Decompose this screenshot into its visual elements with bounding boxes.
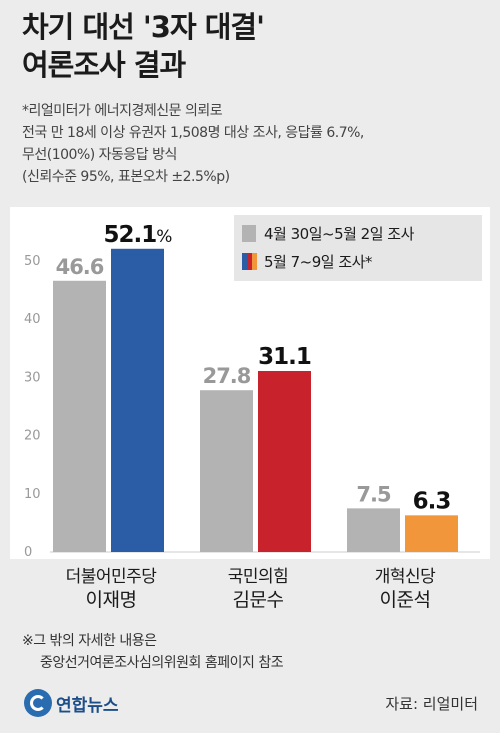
legend-label-latest: 5월 7~9일 조사* (264, 253, 373, 271)
footnote-line: 중앙선거여론조사심의위원회 홈페이지 참조 (40, 655, 284, 671)
survey-note: *리얼미터가 에너지경제신문 의뢰로 전국 만 18세 이상 유권자 1,508… (22, 100, 364, 188)
y-tick-label: 40 (24, 312, 41, 327)
yonhap-logo-icon (24, 689, 52, 717)
value-label-previous: 46.6 (56, 255, 104, 279)
candidate-name: 김문수 (232, 589, 284, 611)
bar-previous (200, 390, 253, 552)
y-tick-label: 50 (24, 254, 41, 269)
source-credit: 자료: 리얼미터 (385, 695, 478, 713)
candidate-name: 이재명 (85, 589, 137, 611)
y-tick-label: 20 (24, 429, 41, 444)
legend-swatch-latest (242, 253, 247, 270)
survey-note-line: 무선(100%) 자동응답 방식 (22, 147, 177, 163)
candidate-name: 이준석 (379, 589, 431, 611)
survey-note-line: *리얼미터가 에너지경제신문 의뢰로 (22, 103, 223, 119)
title-line-2: 여론조사 결과 (22, 48, 186, 82)
footnote-line: ※그 밖의 자세한 내용은 (22, 633, 157, 649)
legend-label-previous: 4월 30일~5월 2일 조사 (264, 225, 415, 243)
chart-title: 차기 대선 '3자 대결' 여론조사 결과 (22, 8, 265, 84)
party-name: 국민의힘 (227, 567, 289, 587)
y-tick-label: 0 (24, 545, 32, 559)
footnote: ※그 밖의 자세한 내용은 중앙선거여론조사심의위원회 홈페이지 참조 (22, 630, 284, 674)
bar-latest (111, 248, 164, 552)
legend-box (234, 215, 482, 281)
party-name: 더불어민주당 (65, 567, 157, 587)
legend-swatch-previous (242, 225, 256, 242)
category-label-kim-moonsoo: 국민의힘 김문수 (183, 566, 333, 612)
bar-chart: 0 10 20 30 40 50 46.652.1% 27.8 31.1 7.5 6.3 4월 30일… (24, 215, 482, 559)
value-label-latest: 6.3 (413, 488, 451, 514)
legend-swatch-latest (247, 253, 252, 270)
value-label-previous: 7.5 (356, 482, 391, 506)
yonhap-logo: 연합뉴스 (24, 688, 119, 718)
bar-latest (258, 370, 311, 552)
title-line-1: 차기 대선 '3자 대결' (22, 10, 265, 44)
logo-text: 연합뉴스 (56, 695, 119, 716)
bar-previous (347, 508, 400, 552)
bar-latest (405, 515, 458, 552)
survey-note-line: 전국 만 18세 이상 유권자 1,508명 대상 조사, 응답률 6.7%, (22, 125, 364, 141)
legend-swatch-latest (252, 253, 257, 270)
survey-note-line: (신뢰수준 95%, 표본오차 ±2.5%p) (22, 169, 230, 185)
category-label-lee-jaemyung: 더불어민주당 이재명 (36, 566, 186, 612)
value-label-latest: 31.1 (258, 344, 311, 370)
value-label-latest: 52.1% (104, 222, 173, 248)
y-tick-label: 10 (24, 487, 41, 502)
category-label-lee-junseok: 개혁신당 이준석 (330, 566, 480, 612)
bar-previous (53, 280, 106, 552)
y-tick-label: 30 (24, 370, 41, 385)
value-label-previous: 27.8 (203, 364, 251, 388)
party-name: 개혁신당 (374, 567, 436, 587)
